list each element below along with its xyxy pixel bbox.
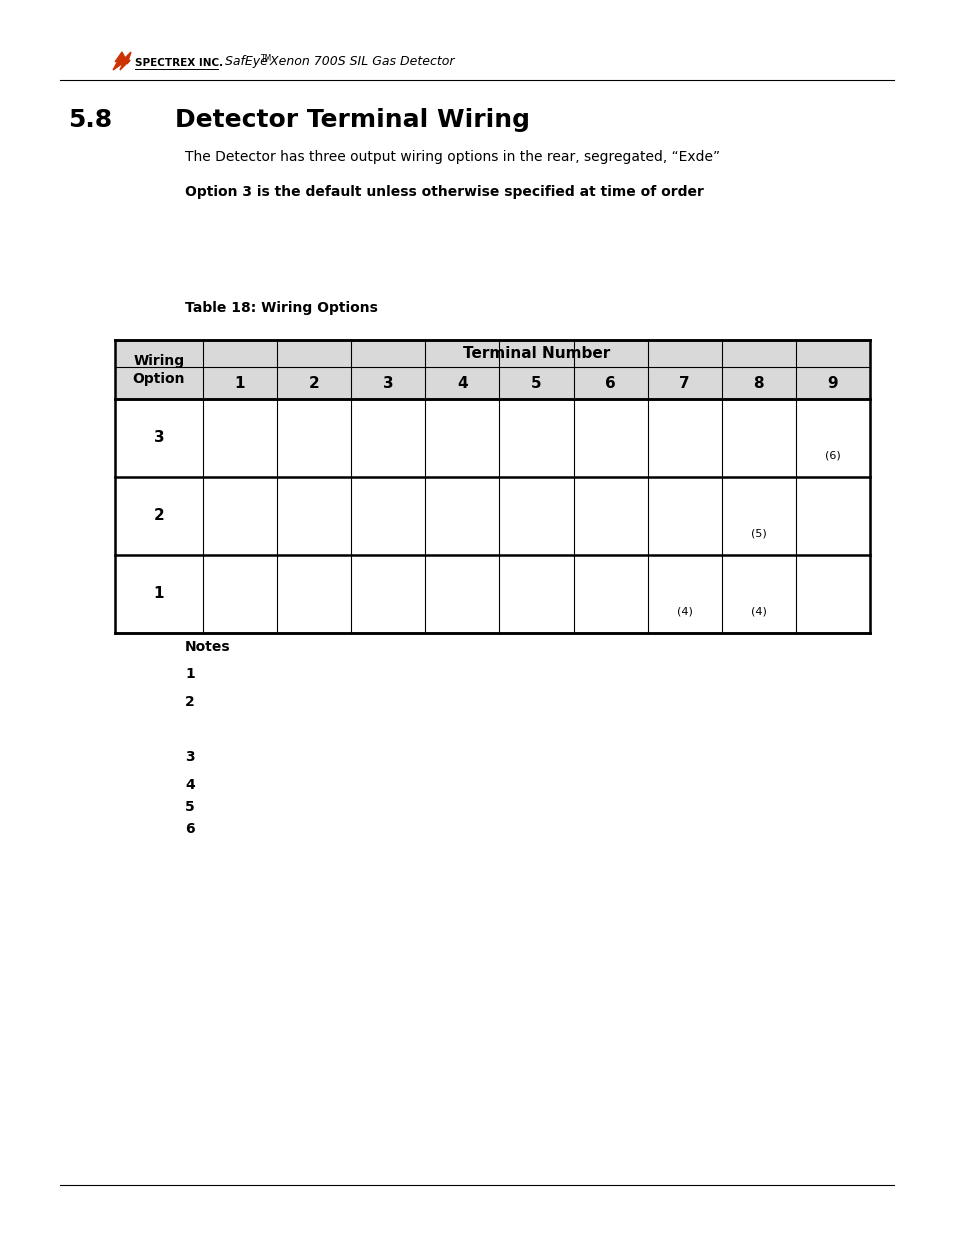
Text: Wiring: Wiring [133,354,184,368]
Bar [115,340,203,367]
Text: 1: 1 [234,375,245,390]
Text: 3: 3 [153,431,164,446]
Text: 2: 2 [185,695,194,709]
Text: 2: 2 [153,509,164,524]
Text: 7: 7 [679,375,689,390]
Text: The Detector has three output wiring options in the rear, segregated, “Exde”: The Detector has three output wiring opt… [185,149,720,164]
Text: 4: 4 [185,778,194,792]
Text: Option: Option [132,372,185,385]
Text: 1: 1 [185,667,194,680]
Bar [115,367,869,399]
Text: 9: 9 [827,375,838,390]
Polygon shape [112,52,131,70]
Text: 6: 6 [604,375,616,390]
Text: 1: 1 [153,587,164,601]
Text: 4: 4 [456,375,467,390]
Text: 8: 8 [753,375,763,390]
Text: Option 3 is the default unless otherwise specified at time of order: Option 3 is the default unless otherwise… [185,185,703,199]
Text: Terminal Number: Terminal Number [462,346,610,361]
Text: SPECTREX INC.: SPECTREX INC. [135,58,223,68]
Text: (6): (6) [824,451,840,461]
Text: 5: 5 [185,800,194,814]
Text: 5: 5 [531,375,541,390]
Text: Detector Terminal Wiring: Detector Terminal Wiring [174,107,530,132]
Text: Notes: Notes [185,640,231,655]
Text: 3: 3 [382,375,394,390]
Text: (5): (5) [750,529,766,538]
Text: 6: 6 [185,823,194,836]
Text: (4): (4) [676,606,692,618]
Text: TM: TM [261,54,272,63]
Text: Table 18: Wiring Options: Table 18: Wiring Options [185,301,377,315]
Text: Xenon 700S SIL Gas Detector: Xenon 700S SIL Gas Detector [266,56,454,68]
Text: 3: 3 [185,750,194,764]
Text: 5.8: 5.8 [68,107,112,132]
Text: SafEye: SafEye [221,56,268,68]
Text: 2: 2 [309,375,319,390]
Text: (4): (4) [750,606,766,618]
Bar [203,340,869,367]
